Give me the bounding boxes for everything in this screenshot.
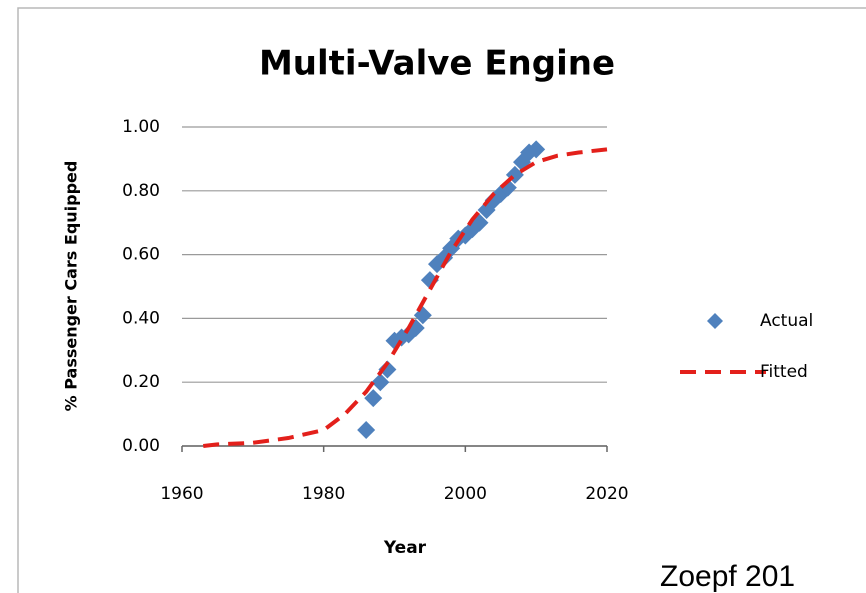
y-tick-label: 0.40 [122,308,160,328]
x-tick-label: 2020 [585,484,628,504]
data-point [357,421,376,440]
chart-border [17,7,866,593]
y-tick-label: 0.20 [122,372,160,392]
data-point [378,360,397,379]
y-tick-label: 1.00 [122,117,160,137]
legend-swatch [707,313,723,329]
fitted-line [203,147,608,448]
data-point [505,165,524,184]
data-point [364,389,383,408]
y-axis-label: % Passenger Cars Equipped [62,161,81,412]
data-point [371,373,390,392]
chart-title: Multi-Valve Engine [259,44,615,84]
x-tick-label: 2000 [444,484,487,504]
y-tick-label: 0.00 [122,436,160,456]
footer: Zoepf 201 [660,560,795,593]
y-tick-label: 0.60 [122,245,160,265]
x-tick-label: 1960 [160,484,203,504]
x-axis-label: Year [383,538,427,558]
data-point [527,140,546,159]
legend-label: Actual [760,311,813,331]
x-tick-label: 1980 [302,484,345,504]
y-tick-label: 0.80 [122,181,160,201]
legend-label: Fitted [760,362,808,382]
data-point [435,248,454,267]
